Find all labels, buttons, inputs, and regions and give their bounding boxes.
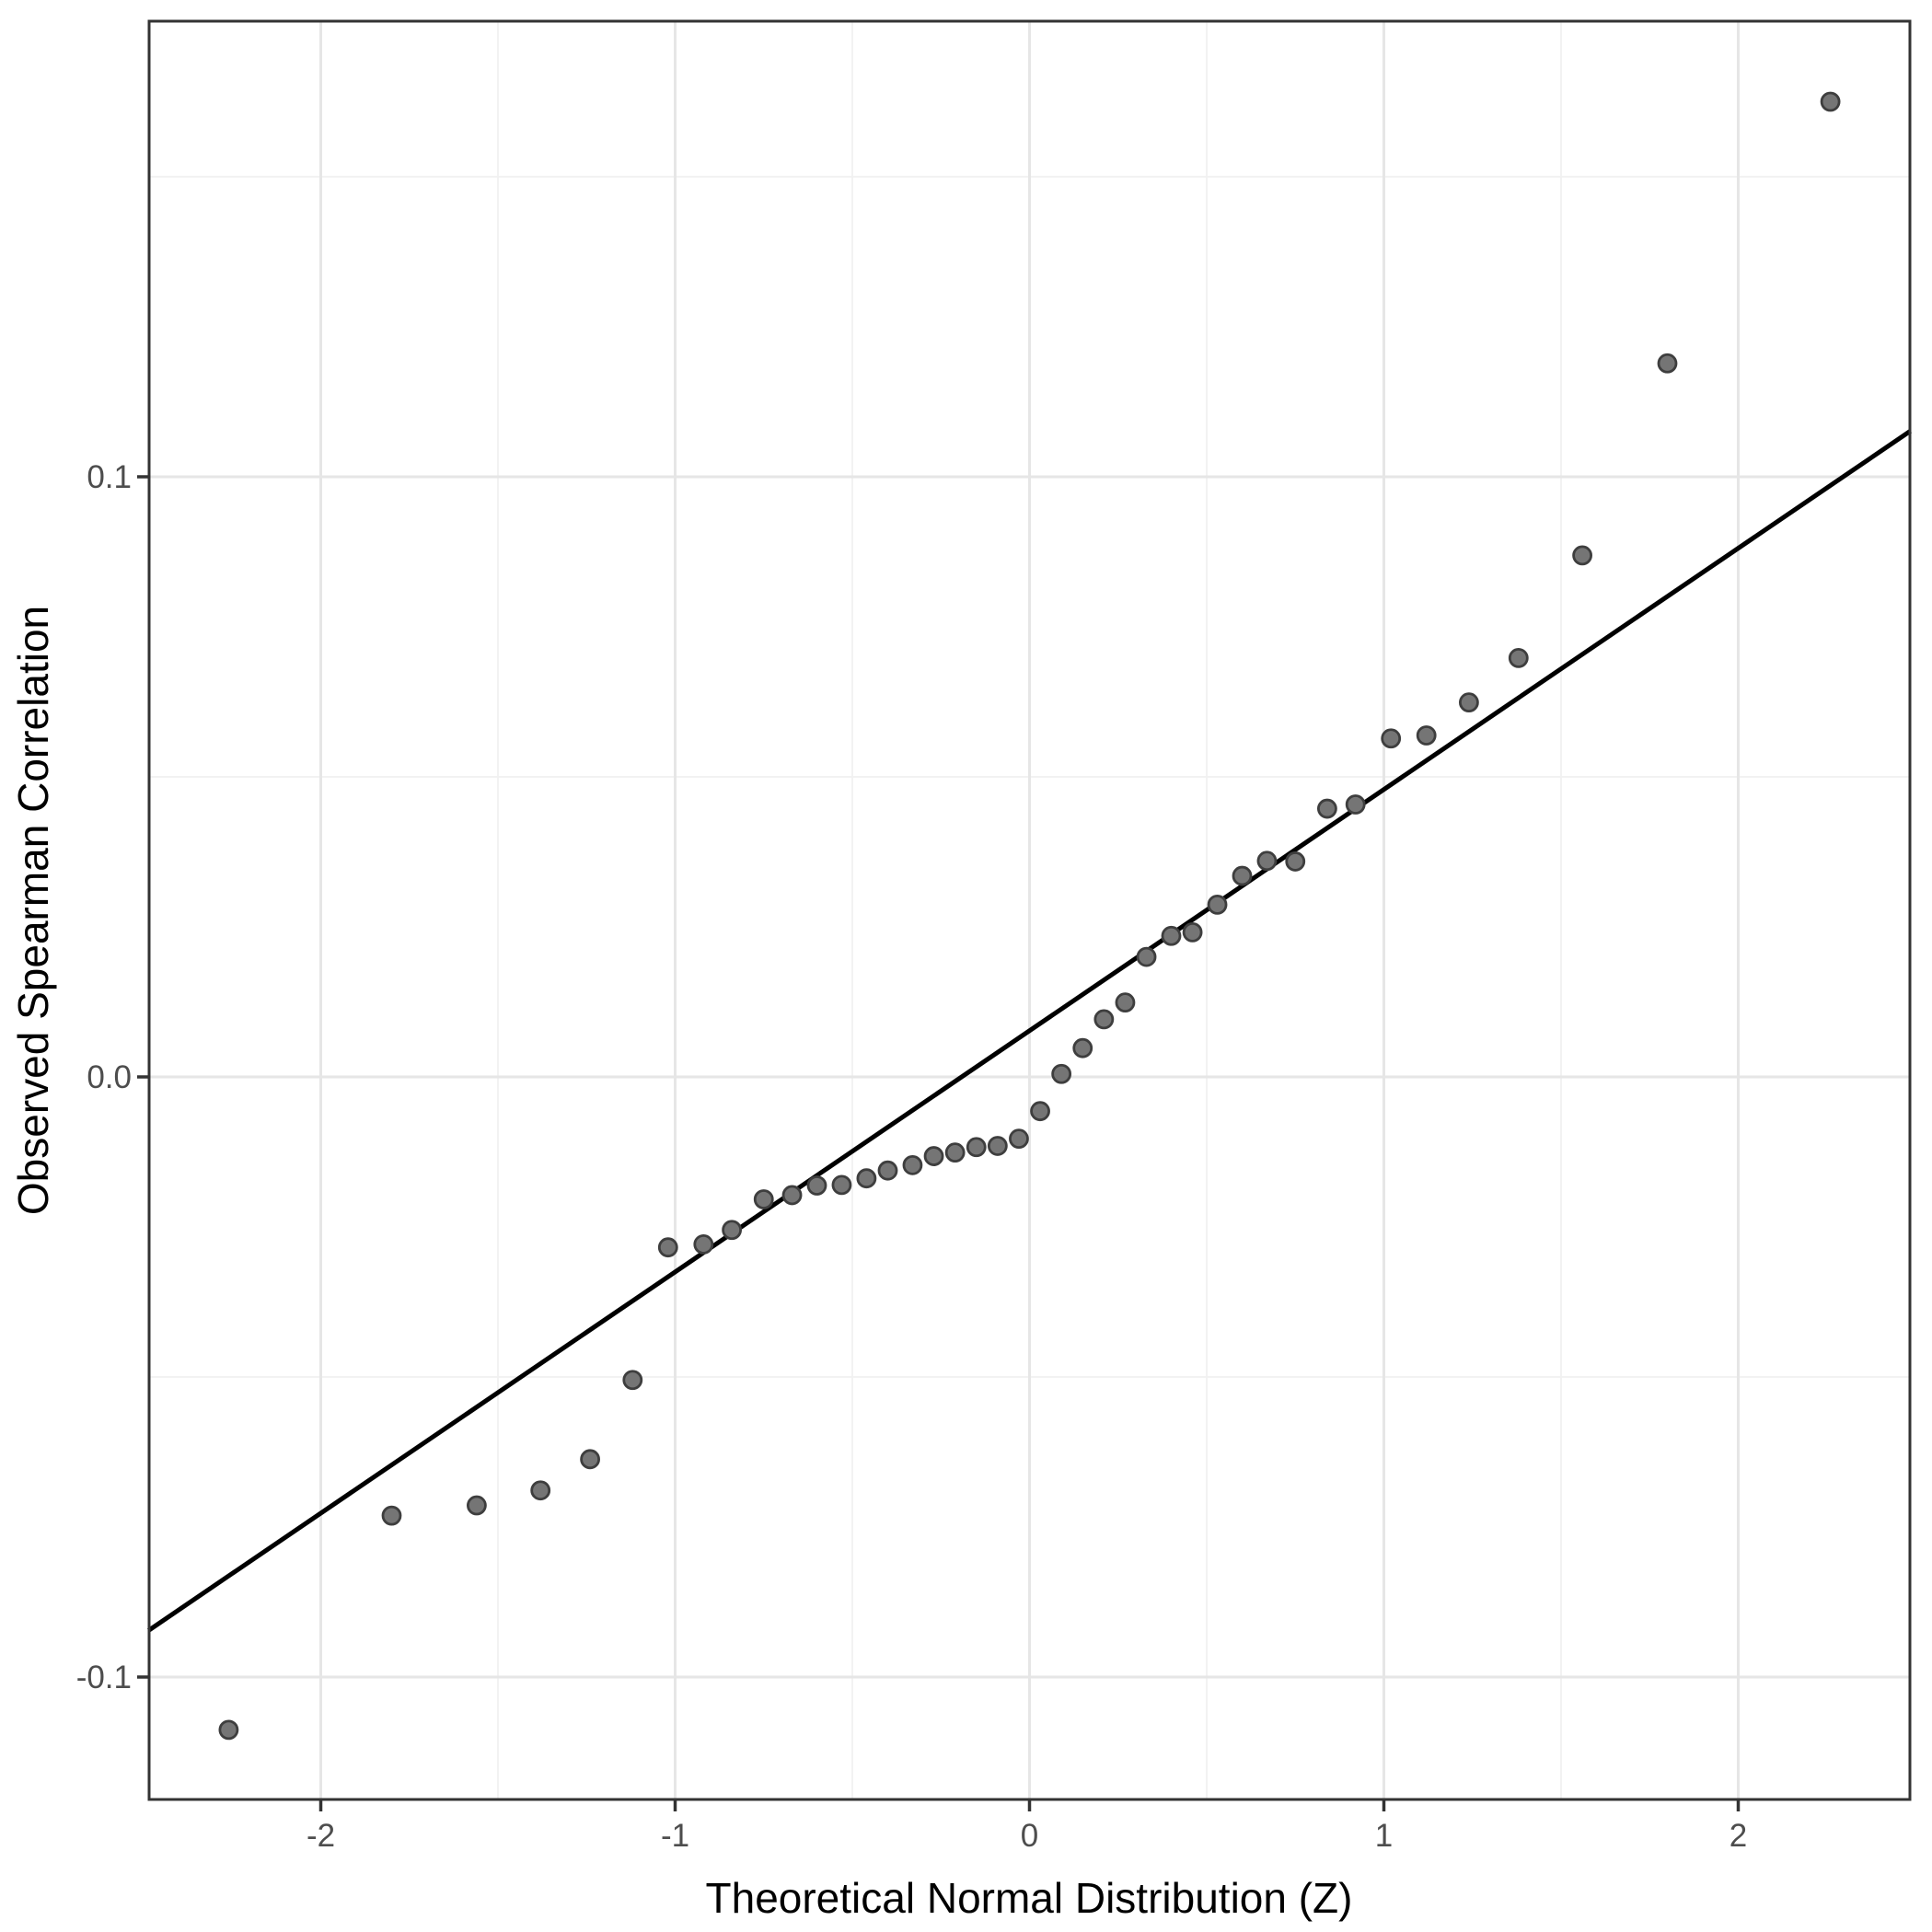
data-point [218,1719,239,1741]
data-point [831,1174,852,1196]
data-point [1572,545,1592,566]
data-point [1256,850,1278,872]
data-point [467,1495,487,1516]
data-point [722,1220,742,1241]
data-point [806,1175,827,1196]
data-point [580,1449,600,1470]
data-point [1051,1063,1072,1084]
data-point [530,1480,551,1501]
data-point [1317,798,1337,819]
x-tick-label: 0 [1021,1818,1038,1854]
data-point [1136,946,1157,967]
qq-reference-line [146,429,1913,1633]
reference-line-layer [146,429,1913,1633]
data-point [856,1168,877,1189]
y-tick-label: -0.1 [76,1660,132,1695]
data-point [902,1154,923,1175]
data-point [657,1237,678,1258]
data-point [1820,91,1841,112]
data-point [1093,1009,1115,1030]
data-point [753,1189,774,1209]
x-tick-label: 1 [1375,1818,1393,1854]
data-point [781,1185,803,1206]
x-tick-label: 2 [1730,1818,1747,1854]
data-point [1416,725,1437,746]
data-point [923,1146,944,1166]
x-tick-label: -2 [307,1818,335,1854]
data-point [693,1234,714,1255]
y-tick-label: 0.1 [87,459,132,495]
data-point [1115,992,1136,1013]
tick-labels-layer: -2 -1 0 1 2 0.1 0.0 -0.1 [76,459,1748,1854]
grid-major-layer [149,21,1910,1799]
data-point [1009,1128,1029,1150]
data-point [1285,851,1306,872]
x-tick-label: -1 [661,1818,689,1854]
data-point [1207,894,1228,915]
data-point [1072,1037,1093,1059]
data-point [1030,1101,1050,1122]
data-point [944,1142,966,1163]
data-point [1508,648,1529,668]
data-point [1459,692,1479,713]
data-point [381,1505,402,1526]
y-tick-label: 0.0 [87,1059,132,1095]
data-point [1182,921,1203,943]
scatter-points-layer [218,91,1841,1741]
data-point [877,1160,898,1181]
data-point [1232,865,1253,886]
axis-ticks-layer [137,475,1741,1811]
data-point [966,1137,987,1158]
data-point [987,1136,1008,1156]
y-axis-title: Observed Spearman Correlation [9,606,57,1215]
data-point [1657,353,1678,374]
data-point [622,1370,643,1391]
x-axis-title: Theoretical Normal Distribution (Z) [706,1874,1353,1922]
data-point [1381,728,1402,749]
data-point [1161,925,1182,946]
data-point [1345,794,1366,815]
